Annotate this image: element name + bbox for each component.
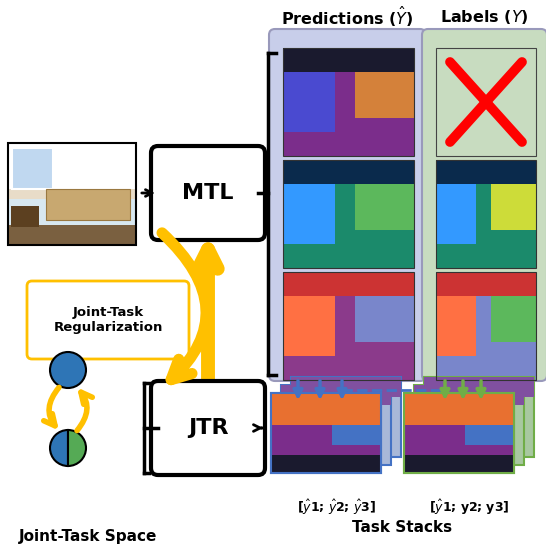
FancyArrowPatch shape: [77, 392, 92, 430]
Bar: [355, 296, 414, 342]
Bar: [404, 455, 514, 473]
Bar: [404, 393, 514, 473]
FancyArrowPatch shape: [198, 249, 218, 467]
Bar: [271, 393, 381, 473]
Bar: [283, 160, 414, 268]
Bar: [436, 48, 536, 156]
Bar: [404, 393, 514, 425]
Bar: [414, 385, 524, 465]
Bar: [283, 72, 335, 132]
Bar: [8, 143, 136, 245]
Bar: [283, 48, 414, 156]
Circle shape: [50, 352, 86, 388]
FancyBboxPatch shape: [151, 381, 265, 475]
Bar: [281, 385, 391, 405]
Bar: [436, 296, 476, 356]
Bar: [271, 393, 381, 473]
Text: [$\hat{y}$1; $\hat{y}$2; $\hat{y}$3]: [$\hat{y}$1; $\hat{y}$2; $\hat{y}$3]: [296, 497, 376, 516]
Text: Labels ($Y$): Labels ($Y$): [440, 8, 529, 26]
Bar: [436, 272, 536, 380]
Text: Joint-Task Space: Joint-Task Space: [19, 529, 157, 543]
Text: Task Stacks: Task Stacks: [352, 520, 453, 535]
Bar: [283, 272, 414, 296]
FancyArrowPatch shape: [162, 233, 206, 379]
Bar: [291, 377, 401, 397]
Bar: [283, 160, 414, 184]
FancyBboxPatch shape: [151, 146, 265, 240]
Bar: [291, 377, 401, 457]
Bar: [283, 272, 414, 380]
Bar: [404, 393, 514, 473]
Bar: [436, 272, 536, 380]
Bar: [11, 206, 39, 227]
Text: [$\hat{y}$1; y2; y3]: [$\hat{y}$1; y2; y3]: [429, 497, 509, 516]
Bar: [283, 48, 414, 72]
Wedge shape: [68, 430, 86, 466]
Bar: [436, 272, 536, 296]
FancyBboxPatch shape: [269, 29, 426, 381]
Bar: [414, 385, 524, 405]
Bar: [8, 199, 136, 245]
Text: JTR: JTR: [188, 418, 228, 438]
Bar: [355, 72, 414, 118]
Text: Joint-Task
Regularization: Joint-Task Regularization: [54, 306, 163, 334]
Bar: [465, 425, 514, 445]
Bar: [12, 148, 53, 189]
Wedge shape: [50, 430, 68, 466]
Bar: [271, 455, 381, 473]
Bar: [46, 189, 129, 219]
Bar: [436, 160, 536, 268]
FancyArrowPatch shape: [44, 387, 59, 426]
Bar: [8, 189, 136, 199]
Text: MTL: MTL: [182, 183, 234, 203]
Bar: [424, 377, 534, 457]
Bar: [283, 296, 335, 356]
Bar: [8, 224, 136, 245]
FancyBboxPatch shape: [27, 281, 189, 359]
Bar: [436, 160, 536, 268]
Bar: [281, 385, 391, 465]
Bar: [491, 184, 536, 230]
Bar: [283, 184, 335, 244]
Bar: [436, 184, 476, 244]
Bar: [436, 160, 536, 184]
Text: Predictions ($\hat{Y}$): Predictions ($\hat{Y}$): [281, 5, 414, 29]
Bar: [424, 377, 534, 397]
FancyBboxPatch shape: [422, 29, 546, 381]
Bar: [283, 48, 414, 156]
Bar: [331, 425, 381, 445]
Bar: [271, 393, 381, 425]
Bar: [283, 272, 414, 380]
Bar: [491, 296, 536, 342]
Bar: [283, 160, 414, 268]
Bar: [355, 184, 414, 230]
